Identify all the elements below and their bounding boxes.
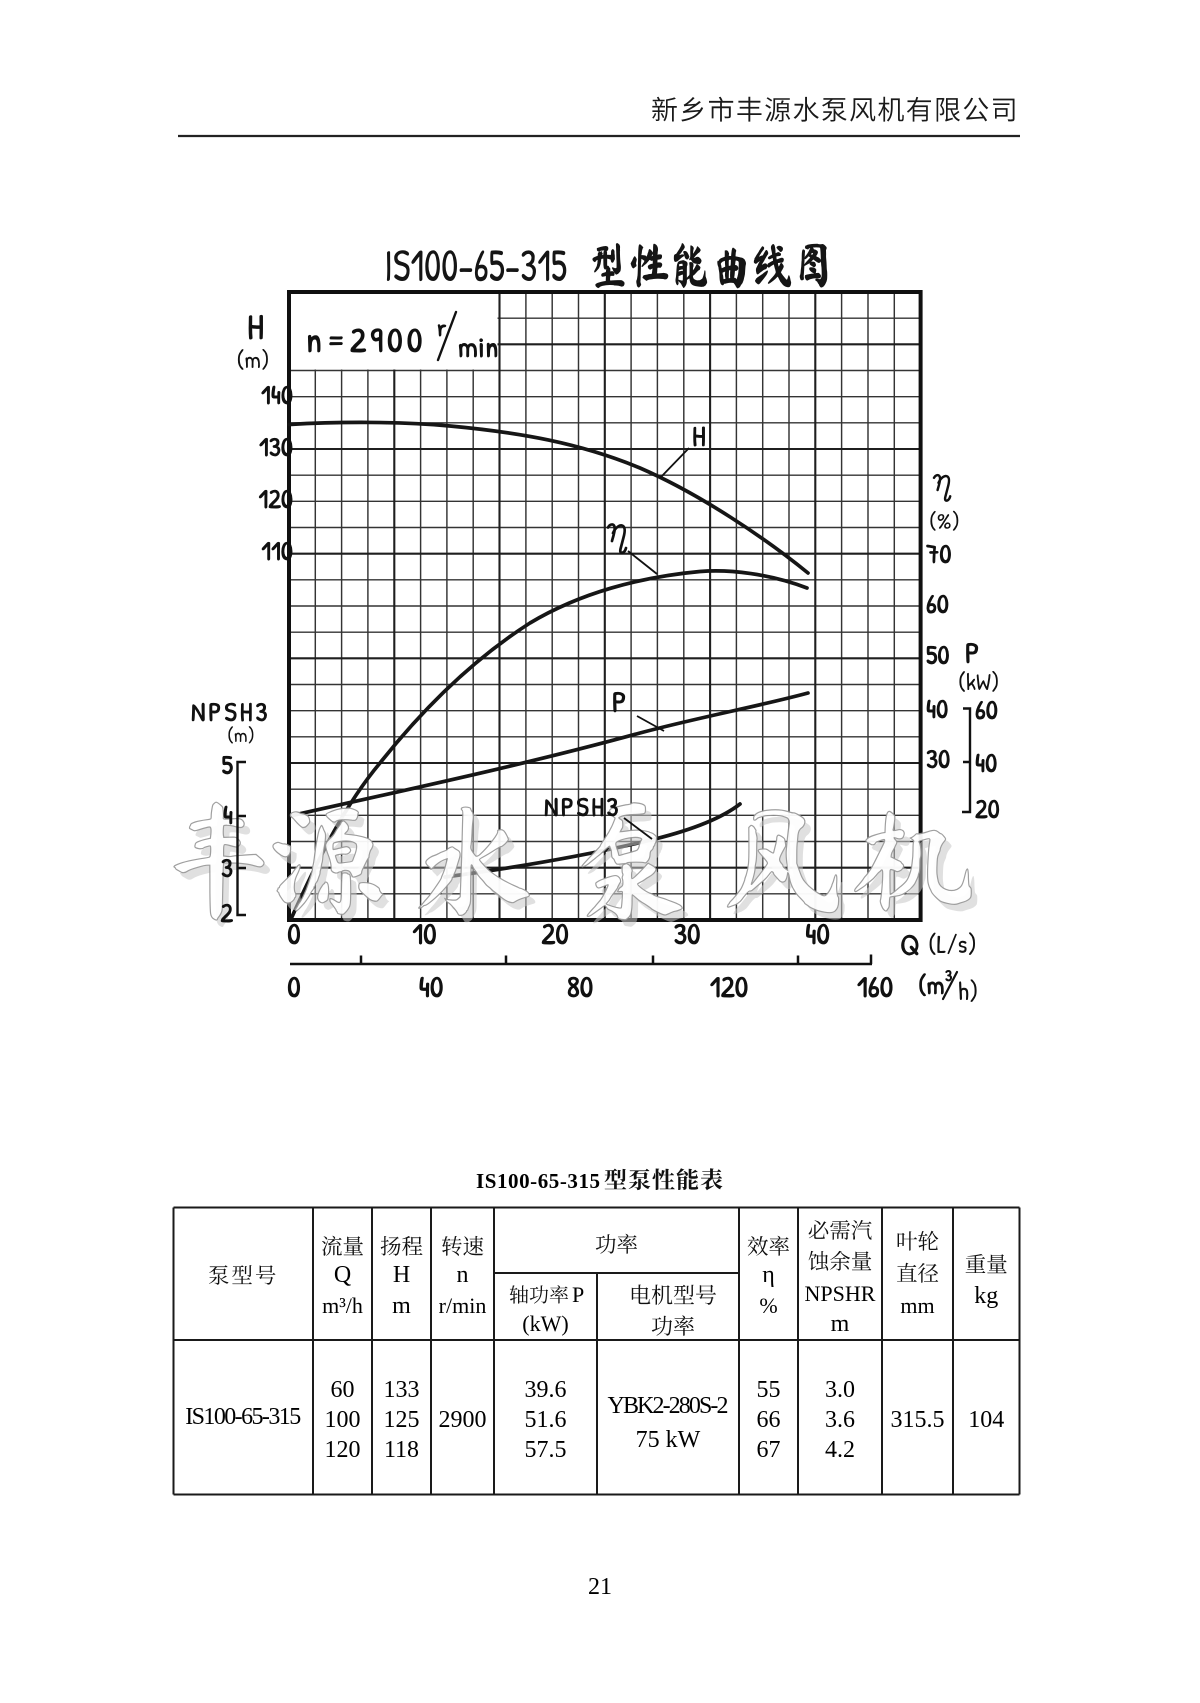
svg-text:H: H xyxy=(393,1262,410,1288)
svg-text:η: η xyxy=(762,1262,775,1288)
svg-text:118: 118 xyxy=(384,1437,419,1463)
svg-text:51.6: 51.6 xyxy=(525,1407,567,1433)
svg-text:m³/h: m³/h xyxy=(322,1293,363,1318)
svg-text:mm: mm xyxy=(900,1293,934,1318)
svg-text:4.2: 4.2 xyxy=(825,1437,855,1463)
svg-text:133: 133 xyxy=(384,1377,420,1403)
svg-text:21: 21 xyxy=(588,1574,612,1600)
svg-text:39.6: 39.6 xyxy=(525,1377,567,1403)
svg-text:75 kW: 75 kW xyxy=(636,1427,701,1453)
svg-text:315.5: 315.5 xyxy=(891,1407,945,1433)
svg-text:3.0: 3.0 xyxy=(825,1377,855,1403)
svg-text:P: P xyxy=(572,1282,584,1307)
svg-text:YBK2-280S-2: YBK2-280S-2 xyxy=(608,1393,729,1419)
svg-text:100: 100 xyxy=(325,1407,361,1433)
svg-text:r/min: r/min xyxy=(439,1293,487,1318)
svg-text:2900: 2900 xyxy=(439,1407,487,1433)
svg-text:n: n xyxy=(457,1262,469,1288)
svg-text:55: 55 xyxy=(757,1377,781,1403)
svg-text:(kW): (kW) xyxy=(522,1311,568,1336)
svg-text:NPSHR: NPSHR xyxy=(805,1281,876,1306)
svg-text:IS100-65-315: IS100-65-315 xyxy=(185,1404,301,1430)
svg-text:60: 60 xyxy=(331,1377,355,1403)
svg-text:m: m xyxy=(392,1293,411,1319)
svg-text:kg: kg xyxy=(974,1283,998,1309)
svg-text:120: 120 xyxy=(325,1437,361,1463)
svg-text:57.5: 57.5 xyxy=(525,1437,567,1463)
svg-text:%: % xyxy=(759,1293,777,1318)
svg-text:67: 67 xyxy=(757,1437,781,1463)
svg-text:104: 104 xyxy=(968,1407,1004,1433)
svg-text:Q: Q xyxy=(334,1262,351,1288)
svg-text:66: 66 xyxy=(757,1407,781,1433)
svg-text:m: m xyxy=(831,1311,850,1337)
svg-text:IS100-65-315: IS100-65-315 xyxy=(476,1169,600,1193)
svg-text:3.6: 3.6 xyxy=(825,1407,855,1433)
svg-text:125: 125 xyxy=(384,1407,420,1433)
